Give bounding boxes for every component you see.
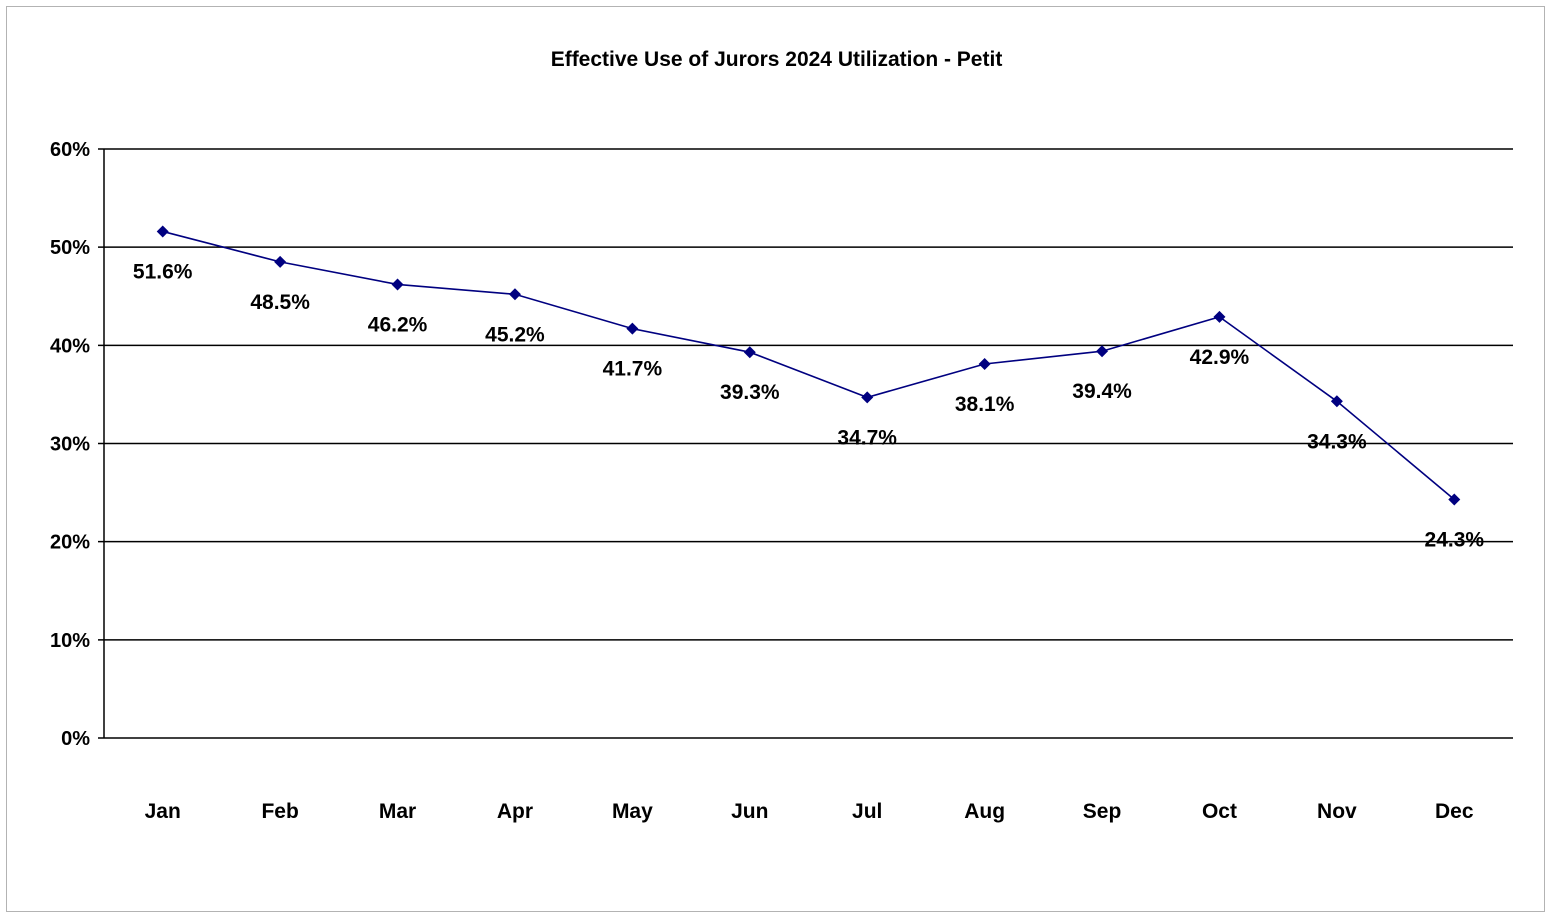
data-label: 46.2% <box>368 313 428 336</box>
y-tick-label: 40% <box>50 335 90 357</box>
gridlines <box>98 148 1513 739</box>
y-tick-label: 60% <box>50 139 90 161</box>
data-point-marker <box>626 322 639 335</box>
data-point-marker <box>508 288 521 301</box>
axes: 0% 10% 20% 30% 40% 50% 60% Jan Feb Mar Apr May Jun Ju… <box>50 139 1474 823</box>
data-point-marker <box>1448 493 1461 506</box>
y-tick-label: 50% <box>50 237 90 259</box>
data-point-marker <box>1330 395 1343 408</box>
chart-frame <box>6 6 1545 912</box>
x-tick-label: Oct <box>1202 800 1237 823</box>
y-tick-label: 30% <box>50 434 90 456</box>
chart-title: Effective Use of Jurors 2024 Utilization… <box>550 48 1003 71</box>
x-tick-label: Mar <box>379 800 416 823</box>
series-area <box>156 225 1461 506</box>
y-tick-label: 20% <box>50 532 90 554</box>
x-tick-label: Sep <box>1083 800 1122 823</box>
x-tick-label: May <box>612 800 653 823</box>
y-tick-label: 10% <box>50 630 90 652</box>
data-point-marker <box>1213 310 1226 323</box>
x-tick-label: Jan <box>145 800 181 823</box>
x-tick-label: Aug <box>964 800 1005 823</box>
x-tick-label: Dec <box>1435 800 1474 823</box>
data-label: 38.1% <box>955 393 1015 416</box>
x-tick-label: Nov <box>1317 800 1357 823</box>
data-label: 34.7% <box>837 426 897 449</box>
data-label: 24.3% <box>1425 528 1485 551</box>
series-line <box>162 230 1455 501</box>
data-label: 42.9% <box>1190 346 1250 369</box>
data-label: 48.5% <box>250 291 310 314</box>
x-tick-label: Jul <box>852 800 882 823</box>
x-tick-label: Jun <box>731 800 768 823</box>
data-point-marker <box>978 357 991 370</box>
data-label: 45.2% <box>485 323 545 346</box>
data-point-marker <box>743 346 756 359</box>
x-tick-label: Feb <box>261 800 298 823</box>
data-point-marker <box>156 225 169 238</box>
x-tick-label: Apr <box>497 800 533 823</box>
data-label: 39.4% <box>1072 380 1132 403</box>
data-label: 34.3% <box>1307 430 1367 453</box>
y-tick-label: 0% <box>61 728 90 750</box>
data-point-marker <box>1096 345 1109 358</box>
data-label: 39.3% <box>720 381 780 404</box>
data-point-marker <box>391 278 404 291</box>
data-point-marker <box>274 255 287 268</box>
data-labels: 51.6% 48.5% 46.2% 45.2% 41.7% 39.3% 34.7% 38.1%… <box>133 260 1484 551</box>
data-label: 51.6% <box>133 260 193 283</box>
data-point-marker <box>861 391 874 404</box>
data-label: 41.7% <box>603 358 663 381</box>
